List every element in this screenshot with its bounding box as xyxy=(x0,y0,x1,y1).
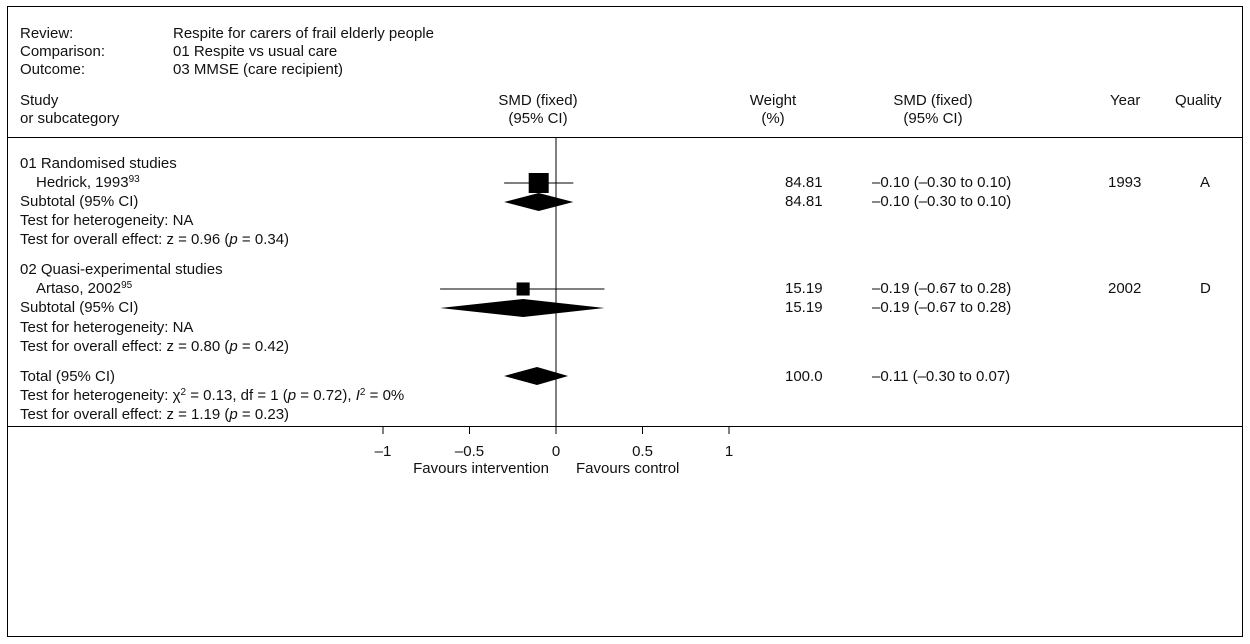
header-smd-text: SMD (fixed) xyxy=(893,92,973,109)
study-name: Artaso, 200295 xyxy=(36,280,133,297)
study-ci-text: –0.10 (–0.30 to 0.10) xyxy=(872,174,1012,191)
total-weight: 100.0 xyxy=(785,368,823,385)
axis-tick-label: 0 xyxy=(551,443,561,460)
study-effect-square xyxy=(528,173,549,193)
axis-tick-label: –1 xyxy=(374,443,392,460)
axis-tick-label: 1 xyxy=(724,443,734,460)
study-quality: D xyxy=(1200,280,1211,297)
overall-effect-text: Test for overall effect: z = 0.80 (p = 0… xyxy=(20,338,290,355)
study-name: Hedrick, 199393 xyxy=(36,174,140,191)
axis-tick-label: –0.5 xyxy=(454,443,485,460)
total-heterogeneity-text: Test for heterogeneity: χ2 = 0.13, df = … xyxy=(20,387,405,404)
review-value: Respite for carers of frail elderly peop… xyxy=(173,25,434,42)
heterogeneity-text: Test for heterogeneity: NA xyxy=(20,319,194,336)
total-label: Total (95% CI) xyxy=(20,368,116,385)
header-year: Year xyxy=(1110,92,1141,109)
subtotal-diamond xyxy=(440,299,605,317)
total-ci-text: –0.11 (–0.30 to 0.07) xyxy=(872,368,1011,385)
header-subcategory: or subcategory xyxy=(20,110,120,127)
group-title: 01 Randomised studies xyxy=(20,155,177,172)
forest-plot-panel: Review: Respite for carers of frail elde… xyxy=(7,6,1243,637)
favours-control-label: Favours control xyxy=(576,460,680,477)
subtotal-ci-text: –0.10 (–0.30 to 0.10) xyxy=(872,193,1012,210)
study-effect-square xyxy=(516,282,530,296)
study-ci-text: –0.19 (–0.67 to 0.28) xyxy=(872,280,1012,297)
subtotal-weight: 15.19 xyxy=(785,299,823,316)
header-study: Study xyxy=(20,92,59,109)
review-label: Review: xyxy=(20,25,74,42)
study-weight: 84.81 xyxy=(785,174,823,191)
outcome-value: 03 MMSE (care recipient) xyxy=(173,61,344,78)
header-smd-text-ci: (95% CI) xyxy=(903,110,963,127)
subtotal-ci-text: –0.19 (–0.67 to 0.28) xyxy=(872,299,1012,316)
study-quality: A xyxy=(1200,174,1211,191)
outcome-label: Outcome: xyxy=(20,61,86,78)
subtotal-diamond xyxy=(504,193,574,211)
footer-rule xyxy=(8,426,1242,427)
overall-effect-text: Test for overall effect: z = 0.96 (p = 0… xyxy=(20,231,290,248)
header-quality: Quality xyxy=(1175,92,1222,109)
group-title: 02 Quasi-experimental studies xyxy=(20,261,223,278)
favours-intervention-label: Favours intervention xyxy=(413,460,549,477)
axis-tick-label: 0.5 xyxy=(632,443,653,460)
study-weight: 15.19 xyxy=(785,280,823,297)
header-weight-unit: (%) xyxy=(761,110,785,127)
study-year: 2002 xyxy=(1108,280,1142,297)
heterogeneity-text: Test for heterogeneity: NA xyxy=(20,212,194,229)
header-weight: Weight xyxy=(749,92,797,109)
subtotal-weight: 84.81 xyxy=(785,193,823,210)
total-diamond xyxy=(504,367,569,385)
study-year: 1993 xyxy=(1108,174,1142,191)
subtotal-label: Subtotal (95% CI) xyxy=(20,299,139,316)
comparison-label: Comparison: xyxy=(20,43,106,60)
header-rule xyxy=(8,137,1242,138)
total-overall-effect-text: Test for overall effect: z = 1.19 (p = 0… xyxy=(20,406,290,423)
header-smd-plot-ci: (95% CI) xyxy=(508,110,568,127)
forest-plot xyxy=(382,138,730,434)
subtotal-label: Subtotal (95% CI) xyxy=(20,193,139,210)
header-smd-plot: SMD (fixed) xyxy=(498,92,578,109)
comparison-value: 01 Respite vs usual care xyxy=(173,43,338,60)
